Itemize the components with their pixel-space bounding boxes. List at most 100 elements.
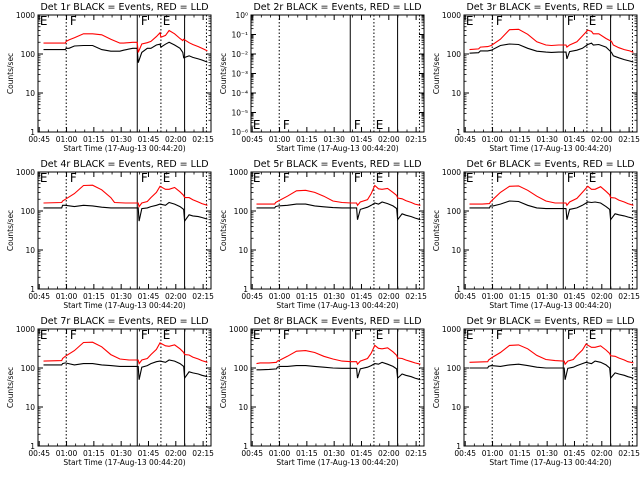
panel-title: Det 8r BLACK = Events, RED = LLD [253,316,421,327]
series-line-events [43,359,208,380]
x-tick-label: 01:15 [509,292,531,301]
x-tick-label: 01:45 [351,449,373,458]
x-tick-label: 02:00 [378,135,400,144]
marker-letter: F [70,171,77,185]
y-tick-label: 100 [447,207,462,216]
x-tick-label: 02:15 [405,135,427,144]
y-tick-label: 100 [447,364,462,373]
x-tick-label: 01:00 [482,135,504,144]
marker-letter: E [163,328,171,342]
x-tick-label: 00:45 [454,292,476,301]
panel-4: Det 4r BLACK = Events, RED = LLD 1 10 100 10… [6,159,214,310]
y-tick-label: 1 [456,285,461,294]
y-tick-label: 1 [243,442,248,451]
y-tick-label: 1000 [16,11,35,20]
y-axis-title: Counts/sec [219,53,228,94]
series-line-lld [43,184,208,208]
marker-letter: E [589,14,597,28]
panel-2: Det 2r BLACK = Events, RED = LLD 10⁻⁶ 10⁻⁵… [219,2,427,153]
y-tick-label: 100 [234,207,249,216]
y-tick-label: 1000 [229,168,248,177]
y-axis-title: Counts/sec [432,210,441,251]
x-tick-label: 01:30 [323,292,345,301]
marker-letter: F [283,118,290,132]
y-tick-label: 10⁻² [231,50,248,59]
x-tick-label: 01:00 [269,292,291,301]
y-tick-label: 100 [234,364,249,373]
marker-letter: F [141,14,148,28]
x-tick-label: 02:00 [591,135,613,144]
marker-letter: E [466,14,474,28]
y-tick-label: 100 [21,207,36,216]
y-tick-label: 1000 [16,325,35,334]
marker-letter: E [163,171,171,185]
panel-title: Det 6r BLACK = Events, RED = LLD [466,159,634,170]
x-axis-title: Start Time (17-Aug-13 00:44:20) [63,458,185,467]
marker-letter: F [496,14,503,28]
x-axis-title: Start Time (17-Aug-13 00:44:20) [63,301,185,310]
x-tick-label: 02:15 [618,292,640,301]
marker-letter: F [567,14,574,28]
x-tick-label: 01:30 [536,135,558,144]
marker-letter: E [40,14,48,28]
x-tick-label: 02:15 [192,135,214,144]
x-tick-label: 02:15 [618,135,640,144]
x-axis-title: Start Time (17-Aug-13 00:44:20) [489,301,611,310]
series-line-events [469,200,634,222]
plot-frame [463,14,638,133]
series-line-events [256,361,421,381]
x-tick-label: 01:00 [56,135,78,144]
y-tick-label: 100 [21,50,36,59]
x-tick-label: 01:30 [110,449,132,458]
x-tick-label: 01:00 [56,292,78,301]
plot-frame [463,328,638,447]
x-tick-label: 01:15 [509,135,531,144]
x-tick-label: 00:45 [241,292,263,301]
panel-3: Det 3r BLACK = Events, RED = LLD 1 10 100 10… [432,2,640,153]
y-tick-label: 10 [25,246,35,255]
y-tick-label: 1 [30,285,35,294]
panel-title: Det 5r BLACK = Events, RED = LLD [253,159,421,170]
x-tick-label: 01:45 [564,135,586,144]
x-axis-title: Start Time (17-Aug-13 00:44:20) [63,144,185,153]
x-tick-label: 00:45 [28,135,50,144]
series-line-events [469,42,634,63]
panel-7: Det 7r BLACK = Events, RED = LLD 1 10 100 10… [6,316,214,467]
panel-title: Det 1r BLACK = Events, RED = LLD [40,2,208,13]
x-tick-label: 01:45 [138,292,160,301]
series-line-lld [469,185,634,207]
x-tick-label: 01:30 [536,449,558,458]
series-line-events [256,201,421,222]
y-tick-label: 10⁻¹ [231,31,248,40]
y-tick-label: 10 [238,246,248,255]
x-tick-label: 02:15 [405,449,427,458]
marker-letter: E [589,171,597,185]
y-tick-label: 1000 [442,325,461,334]
x-tick-label: 00:45 [454,449,476,458]
x-tick-label: 01:15 [296,135,318,144]
y-tick-label: 10⁻⁶ [231,128,248,137]
marker-letter: F [567,328,574,342]
x-tick-label: 01:15 [83,292,105,301]
x-tick-label: 02:00 [165,292,187,301]
marker-letter: E [589,328,597,342]
series-line-events [43,201,208,223]
series-line-lld [43,29,208,53]
x-tick-label: 01:45 [138,449,160,458]
y-axis-title: Counts/sec [219,367,228,408]
y-tick-label: 1 [456,128,461,137]
x-tick-label: 02:15 [618,449,640,458]
y-tick-label: 1000 [229,325,248,334]
x-tick-label: 01:45 [564,449,586,458]
y-axis-title: Counts/sec [6,53,15,94]
y-tick-label: 10⁻⁴ [231,89,248,98]
y-tick-label: 10⁻⁵ [231,109,248,118]
y-tick-label: 1 [243,285,248,294]
marker-letter: F [496,171,503,185]
series-line-lld [469,28,634,53]
x-tick-label: 02:15 [192,292,214,301]
y-tick-label: 10⁰ [235,11,248,20]
y-tick-label: 1 [30,128,35,137]
panel-title: Det 2r BLACK = Events, RED = LLD [253,2,421,13]
